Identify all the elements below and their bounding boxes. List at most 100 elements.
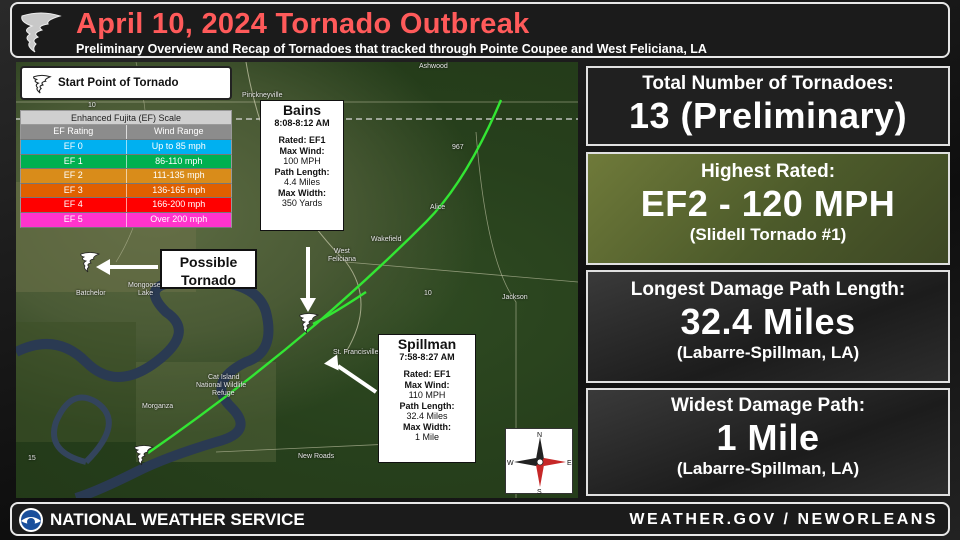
label-nwr-line1: National Wildlife <box>196 382 247 389</box>
stat-longest-note: (Labarre-Spillman, LA) <box>676 343 860 362</box>
ef-range-cell: Up to 85 mph <box>151 141 206 151</box>
label-cat-island: Cat Island <box>208 374 240 381</box>
ef-rating-cell: EF 2 <box>21 169 127 183</box>
stat-highest-value: EF2 - 120 MPH <box>640 183 896 224</box>
bains-arrow-head <box>300 298 316 312</box>
label-feliciana: Feliciana <box>328 256 357 263</box>
start-point-legend: Start Point of Tornado <box>20 66 232 100</box>
spillman-rated: Rated: EF1 <box>403 369 451 379</box>
label-wakefield: Wakefield <box>371 236 402 243</box>
label-alice: Alice <box>430 204 446 211</box>
ef-range-cell: Over 200 mph <box>150 214 208 224</box>
bains-width-value: 350 Yards <box>281 198 323 208</box>
stat-longest-path: Longest Damage Path Length: 32.4 Miles (… <box>586 270 950 383</box>
label-batchelor: Batchelor <box>76 290 106 297</box>
tornado-icon <box>33 74 52 94</box>
river-oxbow <box>51 394 112 465</box>
stat-total-value: 13 (Preliminary) <box>628 95 908 136</box>
bains-time: 8:08-8:12 AM <box>274 118 330 128</box>
label-jackson: Jackson <box>502 294 528 301</box>
spillman-wind-label: Max Wind: <box>404 379 450 390</box>
ef-rating-cell: EF 0 <box>21 140 127 154</box>
bains-callout: Bains 8:08-8:12 AM Rated: EF1 Max Wind: … <box>260 100 344 231</box>
label-nwr-line2: Refuge <box>212 390 235 397</box>
ef-row: EF 3 136-165 mph <box>20 183 232 199</box>
spillman-path-value: 32.4 Miles <box>406 411 448 421</box>
compass-icon: N S W E <box>507 432 572 496</box>
spillman-time: 7:58-8:27 AM <box>399 352 455 362</box>
bains-path-label: Path Length: <box>274 166 330 177</box>
stat-total-tornadoes: Total Number of Tornadoes: 13 (Prelimina… <box>586 66 950 146</box>
spillman-width-value: 1 Mile <box>414 432 439 442</box>
tornado-logo-icon <box>21 12 62 53</box>
bains-track <box>312 291 367 326</box>
start-point-label: Start Point of Tornado <box>58 77 179 89</box>
page-title: April 10, 2024 Tornado Outbreak <box>76 8 530 40</box>
ef-row: EF 2 111-135 mph <box>20 169 232 184</box>
ef-header-range: Wind Range <box>153 126 204 136</box>
label-ashwood: Ashwood <box>419 63 448 70</box>
stat-highest-note: (Slidell Tornado #1) <box>689 225 847 244</box>
stat-total-label: Total Number of Tornadoes: <box>642 73 894 94</box>
bains-wind-label: Max Wind: <box>279 145 325 156</box>
compass-n: N <box>537 432 542 439</box>
label-lake: Lake <box>138 290 154 297</box>
spillman-path-label: Path Length: <box>399 400 455 411</box>
ef-header-rating: EF Rating <box>21 125 127 139</box>
ef-scale-header: EF Rating Wind Range <box>20 125 232 140</box>
stat-widest-path: Widest Damage Path: 1 Mile (Labarre-Spil… <box>586 388 950 496</box>
label-new-roads: New Roads <box>298 453 335 460</box>
river-mississippi <box>16 276 274 498</box>
page-subtitle: Preliminary Overview and Recap of Tornad… <box>76 42 707 56</box>
ef-rating-cell: EF 3 <box>21 183 127 198</box>
bains-path-value: 4.4 Miles <box>283 177 320 187</box>
ef-rating-cell: EF 1 <box>21 154 127 169</box>
bains-rated: Rated: EF1 <box>278 135 326 145</box>
ef-row: EF 4 166-200 mph <box>20 198 232 213</box>
compass-e: E <box>567 460 572 467</box>
ef-row: EF 0 Up to 85 mph <box>20 140 232 155</box>
possible-tornado-callout: Possible Tornado <box>160 249 257 289</box>
stat-longest-value: 32.4 Miles <box>680 301 856 342</box>
spillman-arrow-head <box>324 354 339 371</box>
road-967 <box>475 131 517 498</box>
bains-title: Bains <box>282 102 322 118</box>
possible-line2: Tornado <box>181 272 236 288</box>
header-banner: April 10, 2024 Tornado Outbreak Prelimin… <box>10 2 950 58</box>
compass-s: S <box>537 489 542 495</box>
spillman-start-tornado-icon <box>134 445 154 466</box>
ef-rating-cell: EF 4 <box>21 198 127 212</box>
bains-width-label: Max Width: <box>278 187 326 198</box>
ef-row: EF 5 Over 200 mph <box>20 213 232 228</box>
spillman-width-label: Max Width: <box>403 421 451 432</box>
stat-highest-label: Highest Rated: <box>700 161 836 182</box>
label-west: West <box>334 248 350 255</box>
footer-banner: NATIONAL WEATHER SERVICE WEATHER.GOV / N… <box>10 502 950 536</box>
spillman-track <box>147 99 503 454</box>
stat-widest-note: (Labarre-Spillman, LA) <box>676 459 860 478</box>
hwy-10b: 10 <box>424 290 432 297</box>
label-st-francisville: St. Francisville <box>333 349 379 356</box>
possible-line1: Possible <box>179 254 238 270</box>
footer-website-link[interactable]: WEATHER.GOV / NEWORLEANS <box>629 511 938 528</box>
label-pinckneyville: Pinckneyville <box>242 92 283 99</box>
stat-widest-value: 1 Mile <box>716 417 820 458</box>
ef-range-cell: 166-200 mph <box>152 199 206 210</box>
spillman-wind-value: 110 MPH <box>408 390 446 400</box>
compass-rose: N S W E <box>505 428 573 496</box>
ef-scale-caption: Enhanced Fujita (EF) Scale <box>20 110 232 125</box>
ef-range-cell: 111-135 mph <box>152 170 205 181</box>
hwy-10a: 10 <box>88 102 96 109</box>
spillman-callout: Spillman 7:58-8:27 AM Rated: EF1 Max Win… <box>378 334 476 463</box>
ef-range-cell: 136-165 mph <box>152 184 206 195</box>
possible-tornado-icon <box>80 252 100 273</box>
road-10 <box>345 261 578 283</box>
ef-rating-cell: EF 5 <box>21 213 127 227</box>
spillman-title: Spillman <box>397 336 457 352</box>
ef-row: EF 1 86-110 mph <box>20 154 232 170</box>
spillman-arrow-shaft <box>336 364 378 394</box>
bains-wind-value: 100 MPH <box>283 156 321 166</box>
label-mongoose: Mongoose <box>128 282 161 289</box>
compass-w: W <box>507 460 514 467</box>
bains-start-tornado-icon <box>299 313 319 334</box>
